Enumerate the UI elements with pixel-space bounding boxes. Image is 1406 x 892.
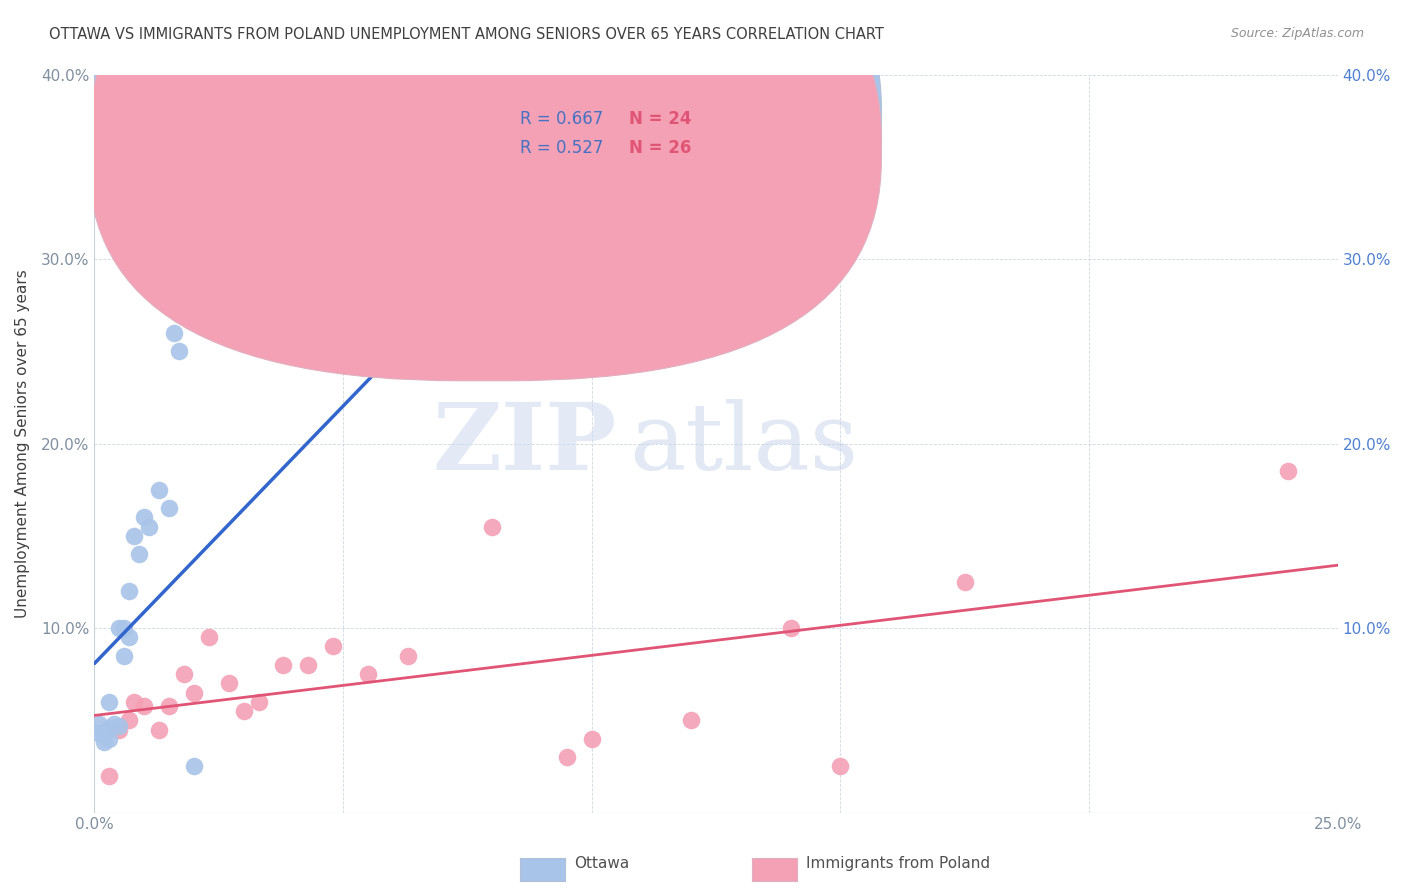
Point (138, 519, 160, 533)
FancyBboxPatch shape (89, 0, 882, 351)
Point (112, 621, 135, 635)
Point (183, 759, 205, 773)
Point (98, 721, 121, 735)
Point (555, 750, 578, 764)
Point (779, 621, 801, 635)
Point (93, 728, 115, 742)
Point (173, 667, 195, 681)
Text: N = 24: N = 24 (628, 110, 692, 128)
Text: Immigrants from Poland: Immigrants from Poland (806, 856, 990, 871)
Text: R = 0.667: R = 0.667 (520, 110, 603, 128)
Point (953, 574, 976, 589)
FancyBboxPatch shape (436, 82, 735, 178)
Point (322, 640, 344, 654)
Point (103, 717, 125, 731)
Point (134, 510, 156, 524)
Point (108, 723, 131, 737)
Text: R = 0.527: R = 0.527 (520, 139, 603, 157)
Point (118, 584, 141, 599)
Point (157, 698, 180, 713)
Point (89, 717, 111, 731)
Point (198, 630, 221, 644)
Point (93, 735, 115, 749)
Text: OTTAWA VS IMMIGRANTS FROM POLAND UNEMPLOYMENT AMONG SENIORS OVER 65 YEARS CORREL: OTTAWA VS IMMIGRANTS FROM POLAND UNEMPLO… (49, 27, 884, 42)
Text: ZIP: ZIP (433, 399, 617, 489)
Point (122, 695, 145, 709)
Point (118, 630, 141, 644)
Point (118, 713, 141, 727)
Text: atlas: atlas (628, 399, 858, 489)
Point (396, 648, 419, 663)
Point (98, 769, 121, 783)
Y-axis label: Unemployment Among Seniors over 65 years: Unemployment Among Seniors over 65 years (15, 269, 30, 618)
Point (148, 483, 170, 497)
Point (357, 667, 380, 681)
Point (681, 713, 703, 727)
Point (89, 726, 111, 740)
Point (183, 685, 205, 699)
Point (167, 344, 190, 359)
Point (157, 501, 180, 516)
Point (112, 648, 135, 663)
Point (98, 695, 121, 709)
Point (830, 759, 852, 773)
Point (506, 307, 529, 321)
Point (481, 519, 503, 533)
Point (581, 731, 603, 746)
Text: Ottawa: Ottawa (574, 856, 628, 871)
Point (273, 657, 295, 672)
FancyBboxPatch shape (89, 0, 882, 381)
Point (148, 723, 170, 737)
Point (134, 698, 156, 713)
Point (247, 695, 270, 709)
Point (108, 719, 131, 733)
Point (232, 704, 254, 718)
Text: N = 26: N = 26 (628, 139, 692, 157)
Point (218, 676, 240, 690)
Point (297, 657, 319, 672)
Point (98, 731, 121, 746)
Point (122, 529, 145, 543)
Text: Source: ZipAtlas.com: Source: ZipAtlas.com (1230, 27, 1364, 40)
Point (1277, 464, 1299, 478)
Point (163, 326, 186, 340)
Point (128, 547, 150, 561)
Point (108, 621, 131, 635)
